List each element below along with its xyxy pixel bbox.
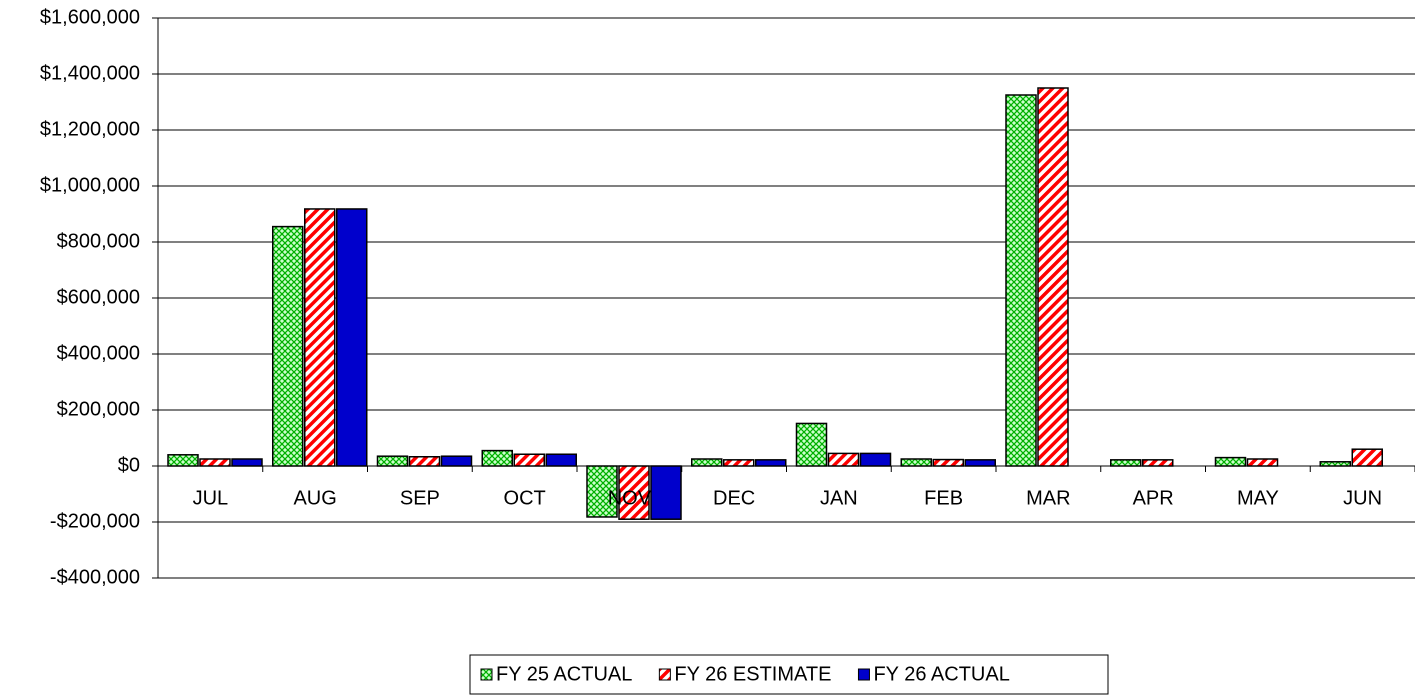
y-tick-label: $1,600,000 — [40, 6, 140, 28]
bar — [586, 465, 618, 518]
bar — [481, 449, 513, 467]
bar — [1351, 448, 1383, 467]
x-tick-label: AUG — [293, 487, 336, 509]
bar — [1037, 87, 1069, 467]
legend-marker — [480, 668, 493, 681]
bar — [1005, 94, 1037, 467]
bar — [376, 455, 409, 467]
bar — [723, 459, 755, 467]
bar — [408, 456, 441, 467]
bar — [545, 453, 577, 467]
y-tick-label: $400,000 — [57, 342, 140, 364]
bar — [650, 465, 682, 520]
y-tick-label: $0 — [118, 454, 140, 476]
bar — [618, 465, 650, 520]
legend-marker — [857, 668, 870, 681]
y-tick-label: $1,200,000 — [40, 118, 140, 140]
bar — [932, 458, 964, 467]
bar — [199, 458, 231, 467]
bar — [900, 458, 932, 467]
bar — [167, 454, 199, 467]
bar — [1246, 458, 1279, 467]
y-tick-label: $600,000 — [57, 286, 140, 308]
x-tick-label: MAY — [1237, 487, 1279, 509]
bar — [231, 458, 263, 467]
legend-marker — [658, 668, 671, 681]
bar — [272, 225, 304, 467]
x-tick-label: OCT — [504, 487, 546, 509]
y-tick-label: $1,400,000 — [40, 62, 140, 84]
bar — [1214, 456, 1247, 467]
y-tick-label: $1,000,000 — [40, 174, 140, 196]
bar — [827, 452, 860, 467]
y-tick-label: -$200,000 — [50, 510, 140, 532]
x-tick-label: MAR — [1026, 487, 1070, 509]
bar — [440, 455, 473, 467]
bar — [1319, 461, 1351, 467]
bar — [691, 458, 723, 467]
x-tick-label: APR — [1133, 487, 1174, 509]
bar — [1110, 459, 1142, 467]
bar — [513, 453, 545, 467]
bar — [755, 459, 787, 467]
bar — [795, 422, 828, 467]
bar — [964, 459, 996, 467]
x-tick-label: SEP — [400, 487, 440, 509]
legend-label: FY 26 ACTUAL — [873, 663, 1009, 685]
bar — [1142, 459, 1174, 467]
x-tick-label: JUN — [1343, 487, 1382, 509]
y-tick-label: $800,000 — [57, 230, 140, 252]
legend-label: FY 25 ACTUAL — [496, 663, 632, 685]
y-tick-label: $200,000 — [57, 398, 140, 420]
bar — [859, 452, 892, 467]
x-tick-label: JAN — [820, 487, 858, 509]
x-tick-label: DEC — [713, 487, 755, 509]
x-tick-label: JUL — [193, 487, 229, 509]
y-tick-label: -$400,000 — [50, 566, 140, 588]
x-tick-label: NOV — [608, 487, 652, 509]
legend-box — [469, 654, 1109, 695]
legend-label: FY 26 ESTIMATE — [674, 663, 831, 685]
x-tick-label: FEB — [924, 487, 963, 509]
bar — [304, 208, 336, 467]
bar — [336, 208, 368, 467]
